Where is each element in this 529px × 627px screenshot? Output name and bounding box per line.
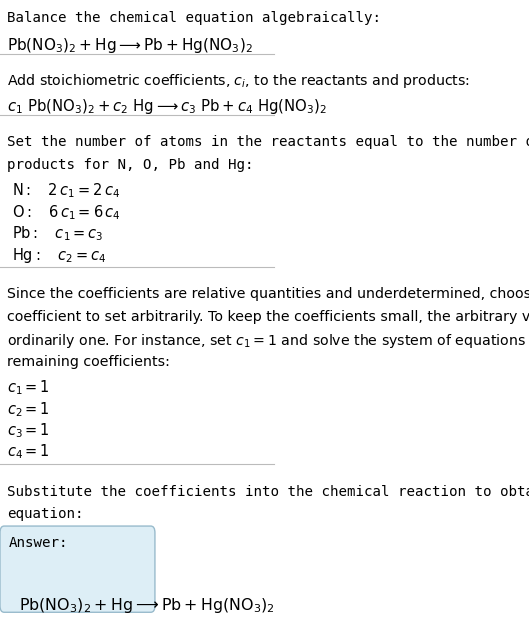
Text: Substitute the coefficients into the chemical reaction to obtain the balanced: Substitute the coefficients into the che… <box>7 485 529 498</box>
Text: $\mathrm{Pb(NO_3)_2 + Hg \longrightarrow Pb + Hg(NO_3)_2}$: $\mathrm{Pb(NO_3)_2 + Hg \longrightarrow… <box>7 36 253 55</box>
Text: $c_4 = 1$: $c_4 = 1$ <box>7 443 50 461</box>
Text: remaining coefficients:: remaining coefficients: <box>7 355 170 369</box>
Text: $\mathrm{O:} \quad 6\,c_1 = 6\,c_4$: $\mathrm{O:} \quad 6\,c_1 = 6\,c_4$ <box>12 203 121 221</box>
Text: Add stoichiometric coefficients, $c_i$, to the reactants and products:: Add stoichiometric coefficients, $c_i$, … <box>7 72 470 90</box>
Text: $c_1 = 1$: $c_1 = 1$ <box>7 379 50 398</box>
Text: $c_3 = 1$: $c_3 = 1$ <box>7 421 50 440</box>
Text: $c_1\ \mathrm{Pb(NO_3)_2} + c_2\ \mathrm{Hg} \longrightarrow c_3\ \mathrm{Pb} + : $c_1\ \mathrm{Pb(NO_3)_2} + c_2\ \mathrm… <box>7 97 327 116</box>
Text: $\mathrm{Pb:} \quad c_1 = c_3$: $\mathrm{Pb:} \quad c_1 = c_3$ <box>12 224 104 243</box>
Text: $c_2 = 1$: $c_2 = 1$ <box>7 400 50 419</box>
Text: $\mathrm{Pb(NO_3)_2 + Hg \longrightarrow Pb + Hg(NO_3)_2}$: $\mathrm{Pb(NO_3)_2 + Hg \longrightarrow… <box>19 596 275 614</box>
Text: $\mathrm{Hg:} \quad c_2 = c_4$: $\mathrm{Hg:} \quad c_2 = c_4$ <box>12 246 106 265</box>
Text: products for N, O, Pb and Hg:: products for N, O, Pb and Hg: <box>7 158 253 172</box>
Text: ordinarily one. For instance, set $c_1 = 1$ and solve the system of equations fo: ordinarily one. For instance, set $c_1 =… <box>7 332 529 350</box>
Text: Set the number of atoms in the reactants equal to the number of atoms in the: Set the number of atoms in the reactants… <box>7 135 529 149</box>
Text: coefficient to set arbitrarily. To keep the coefficients small, the arbitrary va: coefficient to set arbitrarily. To keep … <box>7 310 529 324</box>
FancyBboxPatch shape <box>0 526 155 613</box>
Text: Balance the chemical equation algebraically:: Balance the chemical equation algebraica… <box>7 11 381 25</box>
Text: $\mathrm{N:} \quad 2\,c_1 = 2\,c_4$: $\mathrm{N:} \quad 2\,c_1 = 2\,c_4$ <box>12 181 121 200</box>
Text: Answer:: Answer: <box>9 536 69 551</box>
Text: equation:: equation: <box>7 507 84 521</box>
Text: Since the coefficients are relative quantities and underdetermined, choose a: Since the coefficients are relative quan… <box>7 288 529 302</box>
